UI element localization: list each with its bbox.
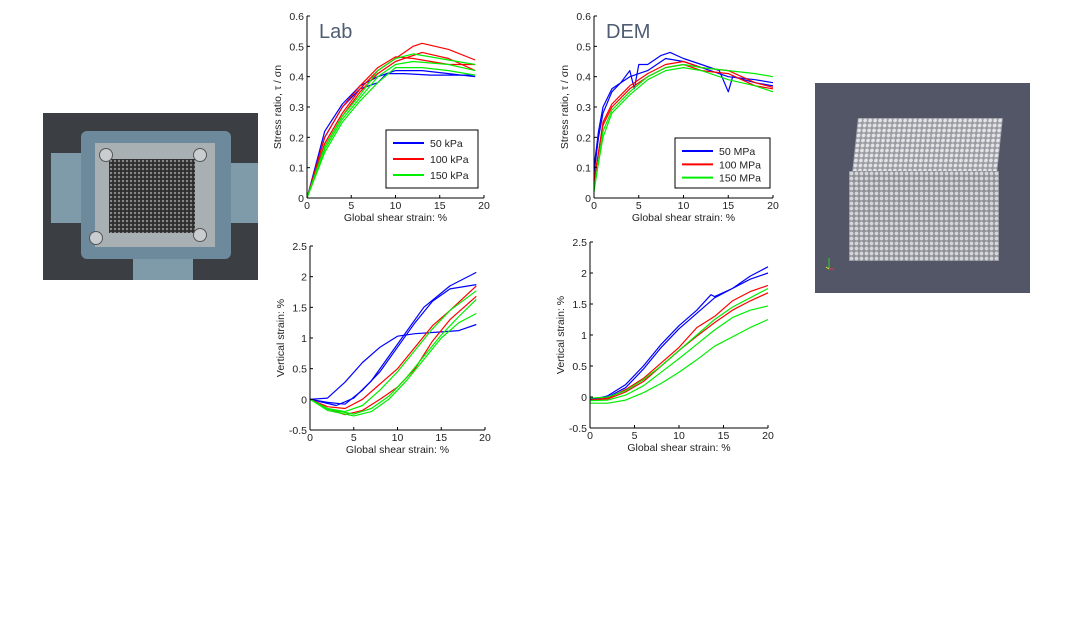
y-axis-label: Vertical strain: % <box>275 299 287 377</box>
series-line-150-mpa <box>589 305 769 402</box>
y-tick-label: 0.5 <box>292 364 307 376</box>
x-tick-label: 0 <box>587 430 593 442</box>
x-tick-label: 10 <box>673 430 685 442</box>
x-tick-label: 5 <box>632 430 638 442</box>
y-tick-label: 1 <box>301 333 307 345</box>
y-tick-label: 0.5 <box>289 41 304 53</box>
x-axis-label: Global shear strain: % <box>344 212 447 224</box>
y-tick-label: 0 <box>301 394 307 406</box>
y-tick-label: 1.5 <box>292 302 307 314</box>
y-tick-label: 0.6 <box>576 11 591 23</box>
series-line-150-kpa <box>306 53 476 199</box>
y-tick-label: 0 <box>298 193 304 205</box>
y-tick-label: 0 <box>585 193 591 205</box>
series-line-100-kpa <box>309 295 477 416</box>
y-tick-label: 0 <box>581 392 587 404</box>
x-tick-label: 10 <box>392 432 404 444</box>
series-line-150-mpa <box>589 287 769 399</box>
x-axis-label: Global shear strain: % <box>346 444 449 456</box>
x-axis-label: Global shear strain: % <box>632 212 735 224</box>
y-tick-label: 0.2 <box>289 132 304 144</box>
series-line-100-kpa <box>309 285 477 410</box>
y-tick-label: 1 <box>581 330 587 342</box>
y-tick-label: -0.5 <box>289 425 307 437</box>
y-tick-label: 2.5 <box>292 241 307 253</box>
y-tick-label: 0.4 <box>289 72 304 84</box>
legend-box <box>674 137 771 189</box>
x-tick-label: 15 <box>435 432 447 444</box>
lab-stress-ratio-chart: 0 5 10 15 20 0 0.1 0.2 0.3 0.4 0.5 0.6 Global shear … <box>272 11 490 224</box>
x-tick-label: 0 <box>304 200 310 212</box>
x-tick-label: 10 <box>678 200 690 212</box>
series-line-150-kpa <box>309 312 477 417</box>
series-line-150-kpa <box>309 290 477 413</box>
y-tick-label: 1.5 <box>572 299 587 311</box>
series-line-50-mpa <box>589 272 769 400</box>
x-tick-label: 15 <box>434 200 446 212</box>
series-line-50-kpa <box>309 323 477 400</box>
x-tick-label: 15 <box>722 200 734 212</box>
x-tick-label: 20 <box>479 432 491 444</box>
axes-triad-icon <box>825 258 834 270</box>
y-tick-label: 0.6 <box>289 11 304 23</box>
y-tick-label: 2 <box>301 272 307 284</box>
series-line-50-mpa <box>593 51 774 174</box>
y-axis-label: Stress ratio, τ / σn <box>559 65 571 149</box>
chart-title: DEM <box>606 21 650 43</box>
series-line-150-kpa <box>306 60 476 199</box>
legend-label: 50 kPa <box>430 138 463 150</box>
series-line-150-kpa <box>306 67 476 199</box>
series-line-150-kpa <box>309 298 477 415</box>
x-axis-label: Global shear strain: % <box>627 442 730 454</box>
series-line-50-mpa <box>589 266 769 401</box>
y-tick-label: 0.2 <box>576 132 591 144</box>
legend-label: 100 MPa <box>719 159 761 171</box>
series-line-50-kpa <box>309 271 477 407</box>
legend-label: 150 kPa <box>430 170 469 182</box>
x-tick-label: 5 <box>348 200 354 212</box>
shear-box-photo <box>43 113 258 280</box>
x-tick-label: 15 <box>718 430 730 442</box>
series-line-50-mpa <box>593 57 774 168</box>
x-tick-label: 20 <box>767 200 779 212</box>
y-tick-label: 0.3 <box>289 102 304 114</box>
legend-label: 150 MPa <box>719 173 761 185</box>
chart-title: Lab <box>319 21 352 43</box>
dem-stress-ratio-chart: 0 5 10 15 20 0 0.1 0.2 0.3 0.4 0.5 0.6 Global shear … <box>559 11 779 224</box>
series-line-100-mpa <box>589 292 769 401</box>
x-tick-label: 5 <box>636 200 642 212</box>
series-line-150-mpa <box>593 67 774 190</box>
y-axis-label: Vertical strain: % <box>555 296 567 374</box>
dem-particle-render <box>815 83 1030 293</box>
y-tick-label: 0.1 <box>289 163 304 175</box>
legend-label: 100 kPa <box>430 154 469 166</box>
series-line-50-kpa <box>309 284 477 405</box>
y-tick-label: 0.3 <box>576 102 591 114</box>
x-tick-label: 0 <box>591 200 597 212</box>
series-line-100-mpa <box>593 60 774 183</box>
legend-label: 50 MPa <box>719 146 755 158</box>
x-tick-label: 0 <box>307 432 313 444</box>
y-tick-label: 2 <box>581 268 587 280</box>
series-line-100-kpa <box>306 56 476 199</box>
y-tick-label: 0.5 <box>576 41 591 53</box>
series-line-150-mpa <box>590 318 769 404</box>
y-tick-label: 0.4 <box>576 72 591 84</box>
y-tick-label: 2.5 <box>572 237 587 249</box>
x-tick-label: 10 <box>390 200 402 212</box>
x-tick-label: 20 <box>478 200 490 212</box>
x-tick-label: 5 <box>351 432 357 444</box>
x-tick-label: 20 <box>762 430 774 442</box>
y-tick-label: 0.5 <box>572 361 587 373</box>
y-axis-label: Stress ratio, τ / σn <box>272 65 284 149</box>
y-tick-label: 0.1 <box>576 163 591 175</box>
y-tick-label: -0.5 <box>569 423 587 435</box>
series-line-150-mpa <box>593 63 774 192</box>
